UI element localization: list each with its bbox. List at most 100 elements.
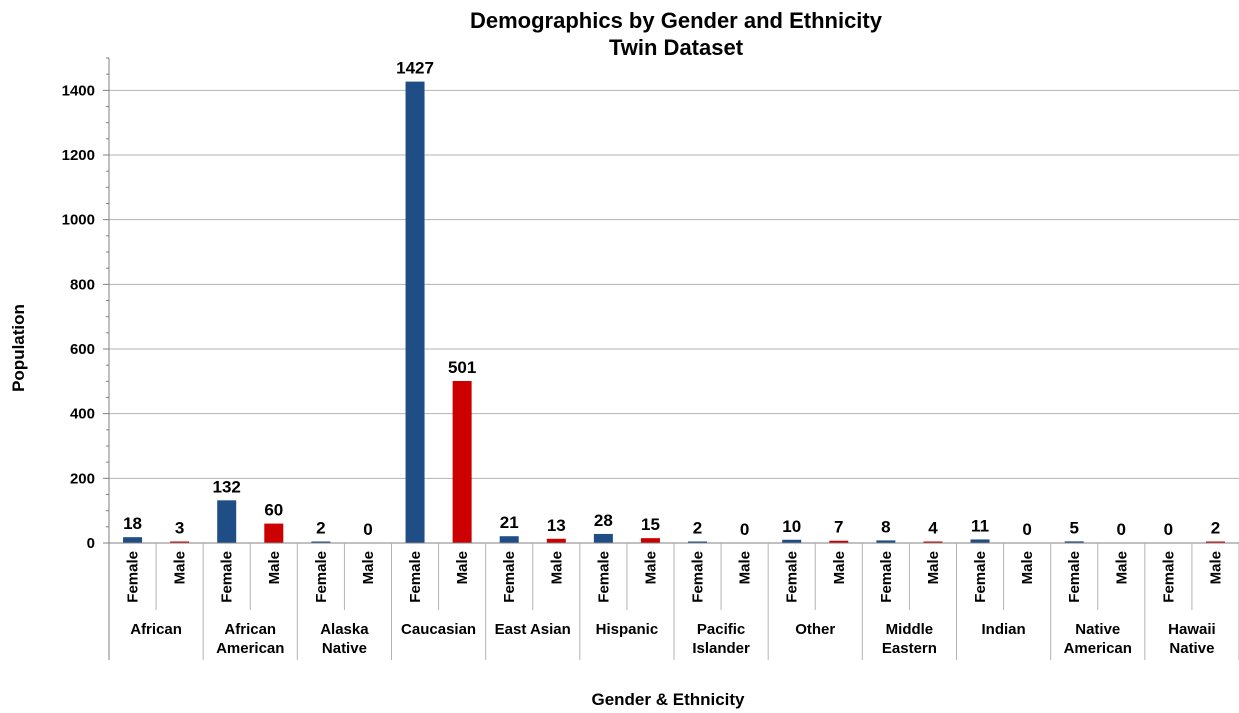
- gender-label-female: Female: [1160, 551, 1177, 603]
- group-label: East Asian: [495, 621, 571, 638]
- gender-label-male: Male: [454, 551, 471, 584]
- gender-label-male: Male: [642, 551, 659, 584]
- group-label: African: [224, 621, 276, 638]
- group-label: American: [1064, 640, 1132, 657]
- gender-label-male: Male: [925, 551, 942, 584]
- data-label: 0: [740, 520, 749, 539]
- bar-male: [1205, 541, 1225, 543]
- data-label: 7: [834, 518, 843, 537]
- gridlines: [109, 89, 1239, 479]
- bar-female: [217, 500, 237, 543]
- data-label: 2: [316, 519, 325, 538]
- gender-label-male: Male: [172, 551, 189, 584]
- data-label: 2: [693, 519, 702, 538]
- y-axis: 0 200 400 600 800 1000 1200 1400: [62, 57, 110, 660]
- bar-male: [170, 541, 190, 543]
- gender-label-male: Male: [1019, 551, 1036, 584]
- bar-female: [688, 541, 708, 543]
- data-label: 28: [594, 511, 613, 530]
- bar-female: [593, 533, 613, 543]
- gender-label-male: Male: [737, 551, 754, 584]
- data-label: 18: [123, 514, 142, 533]
- gender-label-female: Female: [407, 551, 424, 603]
- gender-label-female: Female: [501, 551, 518, 603]
- data-label: 13: [547, 516, 566, 535]
- bar-female: [311, 541, 331, 543]
- data-label: 11: [971, 516, 989, 535]
- bar-male: [923, 541, 943, 543]
- group-label: Eastern: [882, 640, 937, 657]
- data-label: 10: [782, 517, 801, 536]
- bar-male: [264, 523, 284, 543]
- group-label: Pacific: [697, 621, 745, 638]
- data-label: 4: [928, 519, 938, 538]
- gender-label-female: Female: [690, 551, 707, 603]
- bar-female: [499, 536, 519, 543]
- bar-male: [829, 540, 849, 543]
- group-label: Other: [795, 621, 835, 638]
- group-label: Native: [1169, 640, 1214, 657]
- group-label: Caucasian: [401, 621, 476, 638]
- gender-label-female: Female: [219, 551, 236, 603]
- gender-label-female: Female: [1066, 551, 1083, 603]
- gender-label-female: Female: [878, 551, 895, 603]
- data-label: 0: [1022, 520, 1031, 539]
- data-label: 5: [1069, 518, 1078, 537]
- bar-female: [405, 81, 425, 543]
- gender-label-male: Male: [266, 551, 283, 584]
- group-label: African: [130, 621, 182, 638]
- group-label: Islander: [692, 640, 750, 657]
- bar-female: [782, 539, 802, 543]
- gender-label-female: Female: [125, 551, 142, 603]
- bar-male: [546, 538, 566, 543]
- y-tick-label: 1400: [62, 82, 95, 99]
- y-tick-label: 0: [87, 535, 95, 552]
- y-tick-label: 1000: [62, 212, 95, 229]
- bars: 18 3 132 60 2 0 1427 501 21 13 28 15 2 0 10 7 8 4 11 0 5 0 0 2: [123, 59, 1225, 543]
- gender-label-male: Male: [360, 551, 377, 584]
- bar-male: [452, 381, 472, 543]
- gender-label-female: Female: [784, 551, 801, 603]
- y-tick-label: 200: [70, 470, 95, 487]
- gender-label-female: Female: [972, 551, 989, 603]
- x-axis: Female Male African Female Male African Americ…: [109, 542, 1239, 660]
- group-label: Middle: [886, 621, 934, 638]
- chart-title: Demographics by Gender and Ethnicity: [470, 8, 883, 33]
- group-label: Indian: [981, 621, 1025, 638]
- data-label: 60: [264, 501, 283, 520]
- bar-female: [1064, 541, 1084, 543]
- data-label: 0: [1117, 520, 1126, 539]
- gender-label-male: Male: [831, 551, 848, 584]
- group-label: American: [216, 640, 284, 657]
- y-tick-label: 1200: [62, 147, 95, 164]
- group-label: Hawaii: [1168, 621, 1216, 638]
- data-label: 3: [175, 519, 184, 538]
- gender-label-male: Male: [1207, 551, 1224, 584]
- gender-label-male: Male: [1113, 551, 1130, 584]
- data-label: 0: [363, 520, 372, 539]
- chart-subtitle: Twin Dataset: [609, 35, 744, 60]
- y-tick-label: 800: [70, 276, 95, 293]
- bar-female: [970, 539, 990, 543]
- bar-female: [876, 540, 896, 543]
- group-label: Hispanic: [596, 621, 659, 638]
- bar-male: [640, 538, 660, 543]
- y-axis-title: Population: [9, 304, 28, 392]
- x-axis-title: Gender & Ethnicity: [591, 690, 745, 709]
- data-label: 21: [500, 513, 519, 532]
- data-label: 501: [448, 358, 476, 377]
- data-label: 8: [881, 517, 890, 536]
- gender-label-female: Female: [313, 551, 330, 603]
- group-label: Native: [322, 640, 367, 657]
- bar-female: [123, 537, 143, 543]
- group-label: Alaska: [320, 621, 369, 638]
- data-label: 15: [641, 515, 660, 534]
- group-label: Native: [1075, 621, 1120, 638]
- gender-label-male: Male: [548, 551, 565, 584]
- data-label: 1427: [396, 59, 434, 78]
- y-tick-label: 600: [70, 341, 95, 358]
- gender-label-female: Female: [595, 551, 612, 603]
- data-label: 132: [213, 477, 241, 496]
- data-label: 0: [1164, 520, 1173, 539]
